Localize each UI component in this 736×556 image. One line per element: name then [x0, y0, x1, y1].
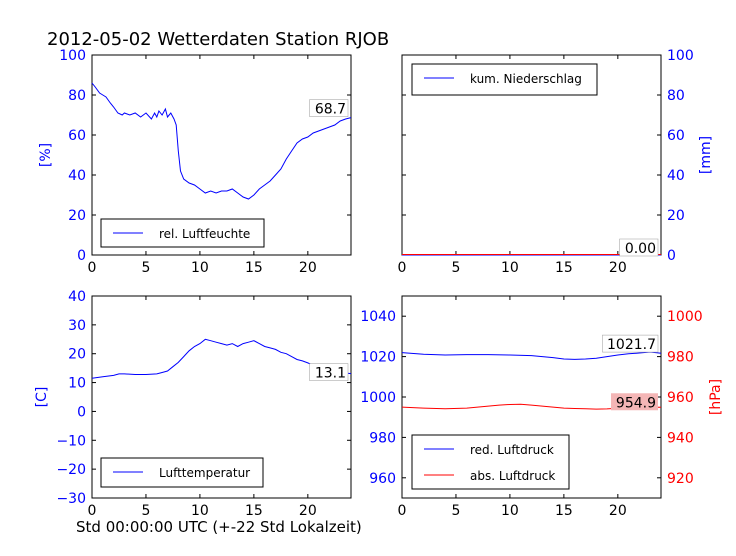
y-axis-label: [C] — [34, 387, 50, 408]
y-tick-label: 960 — [369, 471, 396, 487]
value-label-box — [309, 363, 349, 381]
x-tick-label: 5 — [451, 260, 460, 276]
panel-temperature: [C] 0 5 10 15 20 −30 −20 −10 0 10 20 30 40 Lufttemper… — [34, 289, 352, 519]
y-tick-label-right: 940 — [667, 430, 694, 446]
last-value-label: 954.9 — [616, 395, 656, 411]
panel-precipitation: [mm] 0 5 10 15 20 0 20 40 60 80 100 kum. Niederschl… — [398, 48, 714, 276]
x-tick-label: 15 — [245, 260, 263, 276]
x-tick-label: 0 — [398, 260, 407, 276]
y-axis-label: [mm] — [698, 136, 714, 174]
y-tick-label: 30 — [68, 318, 86, 334]
last-value-label: 1021.7 — [607, 337, 656, 353]
last-value-label: 0.00 — [625, 241, 656, 257]
y-tick-label: 100 — [59, 48, 86, 64]
y-tick-label: 80 — [68, 88, 86, 104]
x-tick-label: 15 — [555, 260, 573, 276]
y-tick-label: 10 — [68, 376, 86, 392]
y-axis-label-right: [hPa] — [708, 379, 724, 415]
y-tick-label-right: 80 — [667, 88, 685, 104]
x-tick-label: 20 — [299, 260, 317, 276]
legend-box — [411, 434, 570, 490]
y-tick-label: 40 — [68, 289, 86, 305]
figure-title: 2012-05-02 Wetterdaten Station RJOB — [47, 29, 389, 50]
y-tick-label: −30 — [56, 491, 86, 507]
x-tick-label: 5 — [141, 260, 150, 276]
y-axis-label: [%] — [38, 143, 54, 167]
panel-frame — [91, 54, 352, 256]
x-tick-label: 15 — [555, 503, 573, 519]
y-tick-label-right: 100 — [667, 48, 694, 64]
y-tick-label: −10 — [56, 433, 86, 449]
x-tick-label: 20 — [609, 503, 627, 519]
y-tick-label-right: 20 — [667, 208, 685, 224]
y-tick-label-right: 40 — [667, 168, 685, 184]
y-tick-label-right: 0 — [667, 248, 676, 264]
legend-entry: Lufttemperatur — [159, 466, 250, 480]
y-tick-label: 1000 — [360, 390, 396, 406]
x-tick-label: 5 — [141, 503, 150, 519]
figure-x-axis-label: Std 00:00:00 UTC (+-22 Std Lokalzeit) — [76, 518, 362, 536]
y-tick-label: 40 — [68, 168, 86, 184]
panel-pressure: [hPa] 0 5 10 15 20 960 980 1000 1020 1040 920 940 96… — [360, 295, 724, 519]
y-tick-label-right: 960 — [667, 390, 694, 406]
y-tick-label: 980 — [369, 430, 396, 446]
x-tick-label: 10 — [501, 503, 519, 519]
panel-humidity: [%] 0 5 10 15 20 0 20 40 60 80 100 rel. Luftfeuchte… — [38, 48, 352, 276]
x-tick-label: 5 — [451, 503, 460, 519]
y-tick-label-right: 1000 — [667, 309, 703, 325]
y-tick-label: 1020 — [360, 350, 396, 366]
x-tick-label: 10 — [191, 260, 209, 276]
series-line — [91, 82, 352, 200]
last-value-label: 13.1 — [315, 366, 346, 382]
y-tick-label: 0 — [77, 404, 86, 420]
y-tick-label-right: 920 — [667, 471, 694, 487]
legend-entry: abs. Luftdruck — [470, 469, 555, 483]
y-tick-label: −20 — [56, 462, 86, 478]
legend-box — [411, 63, 598, 96]
legend-entry: red. Luftdruck — [470, 443, 554, 457]
last-value-label: 68.7 — [315, 102, 346, 118]
value-label-box — [611, 393, 658, 411]
y-tick-label: 60 — [68, 128, 86, 144]
panel-frame — [91, 295, 352, 499]
y-tick-label-right: 980 — [667, 350, 694, 366]
series-line — [401, 351, 662, 360]
value-label-box — [602, 334, 659, 353]
y-tick-label: 20 — [68, 208, 86, 224]
x-tick-label: 0 — [88, 260, 97, 276]
x-tick-label: 0 — [398, 503, 407, 519]
y-tick-label: 0 — [77, 248, 86, 264]
x-tick-label: 15 — [245, 503, 263, 519]
value-label-box — [619, 238, 659, 257]
x-tick-label: 20 — [609, 260, 627, 276]
legend-entry: kum. Niederschlag — [470, 72, 582, 86]
x-tick-label: 20 — [299, 503, 317, 519]
x-tick-label: 10 — [501, 260, 519, 276]
x-tick-label: 10 — [191, 503, 209, 519]
x-tick-label: 0 — [88, 503, 97, 519]
legend-entry: rel. Luftfeuchte — [159, 227, 250, 241]
value-label-box — [309, 99, 349, 117]
y-tick-label: 1040 — [360, 309, 396, 325]
y-tick-label-right: 60 — [667, 128, 685, 144]
y-tick-label: 20 — [68, 347, 86, 363]
